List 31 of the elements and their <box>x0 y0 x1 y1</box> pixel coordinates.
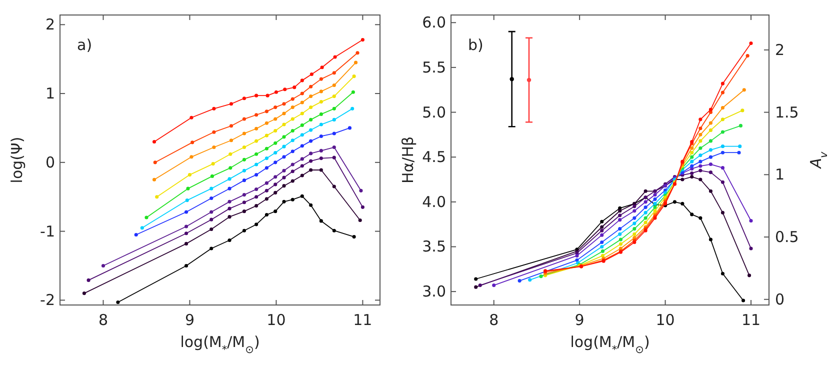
y-axis-title: Hα/Hβ <box>399 136 417 184</box>
y-tick-label: 3.5 <box>422 238 446 256</box>
x-tick-label: 9 <box>184 311 195 329</box>
y-tick-label: -1 <box>40 222 55 240</box>
x-tick-label: 10 <box>656 311 675 329</box>
y-tick-label: 5.5 <box>422 58 446 76</box>
y-tick-label: 3.0 <box>422 282 446 301</box>
annotation: b) <box>468 36 484 54</box>
x-tick-label: 11 <box>353 311 372 329</box>
x-tick-label: 10 <box>266 311 286 329</box>
y2-tick-label: 1.5 <box>775 103 799 122</box>
x-tick-label: 9 <box>574 311 584 329</box>
x-axis-title: log(M$_{*}$/M$_{⊙}$) <box>570 333 650 356</box>
annotation: a) <box>77 36 92 54</box>
y-tick-label: 4.0 <box>422 192 446 211</box>
y2-tick-label: 1 <box>775 166 785 184</box>
y-tick-label: 6.0 <box>422 14 446 32</box>
y2-tick-label: 0 <box>775 290 785 308</box>
x-axis-title: log(M$_{*}$/M$_{⊙}$) <box>180 333 260 356</box>
x-tick-label: 8 <box>489 311 499 329</box>
y-tick-label: 1 <box>45 84 55 103</box>
y-tick-label: 4.5 <box>422 148 446 166</box>
x-tick-label: 8 <box>98 311 108 329</box>
y-tick-label: 2 <box>45 16 55 34</box>
y-axis-title: log(Ψ) <box>8 136 26 184</box>
x-tick-label: 11 <box>741 311 761 329</box>
y-tick-label: -2 <box>40 291 55 310</box>
y-tick-label: 0 <box>45 153 55 172</box>
y2-tick-label: 0.5 <box>775 228 799 246</box>
y-tick-label: 5.0 <box>422 103 446 122</box>
y2-tick-label: 2 <box>775 40 785 59</box>
